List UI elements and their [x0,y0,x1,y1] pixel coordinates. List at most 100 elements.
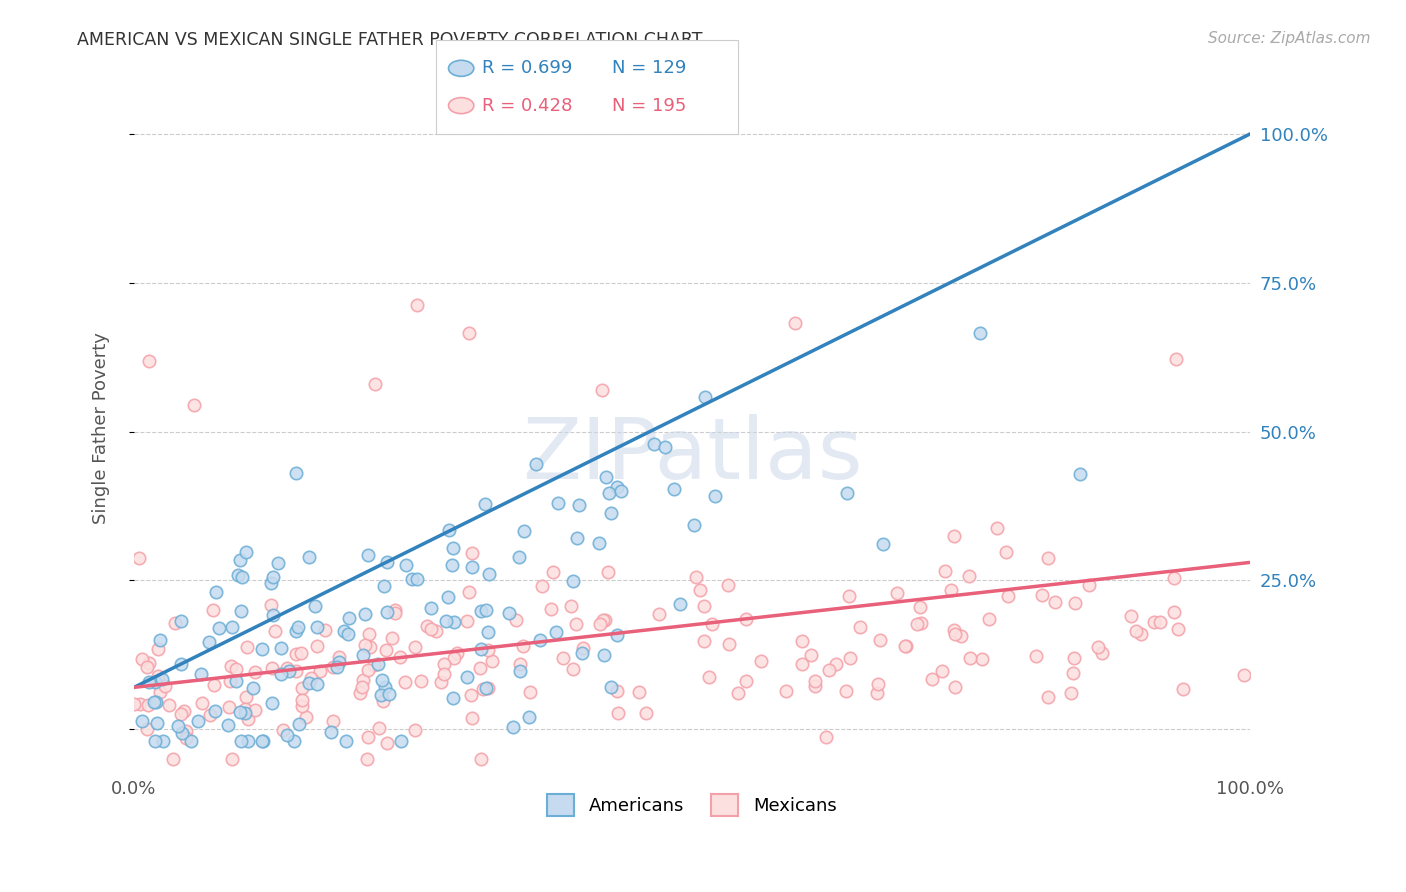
Point [910,616,932,631]
Point [957,569,980,583]
Point [152,734,174,748]
Point [430,675,453,690]
Point [588,616,610,631]
Point [401,572,423,586]
Point [350,680,373,694]
Point [572,641,595,656]
Point [298,676,321,690]
Point [1063,596,1085,610]
Point [433,657,456,672]
Point [1025,648,1047,663]
Point [198,708,221,723]
Point [219,659,242,673]
Point [513,524,536,538]
Point [170,657,193,671]
Point [598,486,620,500]
Point [304,599,326,613]
Point [233,702,256,716]
Point [849,620,872,634]
Point [183,398,205,412]
Point [568,498,591,512]
Point [357,730,380,744]
Point [375,555,398,569]
Point [636,706,658,720]
Point [1121,609,1143,624]
Point [1038,551,1060,566]
Point [970,652,993,666]
Point [143,675,166,690]
Point [288,717,311,731]
Point [352,673,374,688]
Point [693,599,716,613]
Point [682,518,704,533]
Point [477,643,499,657]
Point [478,567,501,582]
Point [437,591,460,605]
Point [977,612,1000,626]
Point [260,575,283,590]
Point [416,619,439,633]
Point [481,654,503,668]
Point [235,545,257,559]
Point [804,680,827,694]
Point [174,724,197,739]
Point [1143,615,1166,630]
Point [460,689,482,703]
Point [373,579,395,593]
Point [165,616,187,631]
Text: R = 0.699: R = 0.699 [482,60,572,78]
Point [727,686,749,700]
Point [1233,667,1256,681]
Point [284,664,307,678]
Point [606,627,628,641]
Point [131,714,153,728]
Point [872,536,894,550]
Point [1031,588,1053,602]
Point [502,720,524,734]
Point [352,648,374,663]
Point [225,662,247,676]
Point [204,704,226,718]
Point [135,722,157,736]
Point [291,693,314,707]
Point [835,486,858,500]
Point [367,657,389,671]
Point [180,734,202,748]
Point [321,724,343,739]
Point [470,752,492,766]
Point [943,680,966,694]
Point [425,624,447,638]
Point [131,652,153,666]
Point [295,710,318,724]
Point [669,597,692,611]
Point [443,650,465,665]
Point [197,635,219,649]
Point [420,622,443,636]
Point [592,648,614,662]
Point [373,694,395,708]
Point [260,598,283,612]
Point [205,584,228,599]
Point [531,579,554,593]
Point [325,659,347,673]
Point [1091,646,1114,660]
Point [250,642,273,657]
Point [869,633,891,648]
Point [148,633,170,648]
Point [404,640,426,654]
Point [145,695,167,709]
Point [337,627,360,641]
Point [229,734,252,748]
Point [384,606,406,620]
Point [817,663,839,677]
Point [544,625,567,640]
Point [692,633,714,648]
Point [375,736,398,750]
Point [173,704,195,718]
Point [167,719,190,733]
Point [839,651,862,665]
Point [262,696,284,710]
Point [896,639,918,653]
Point [394,675,416,690]
Text: ZIPatlas: ZIPatlas [522,415,862,498]
